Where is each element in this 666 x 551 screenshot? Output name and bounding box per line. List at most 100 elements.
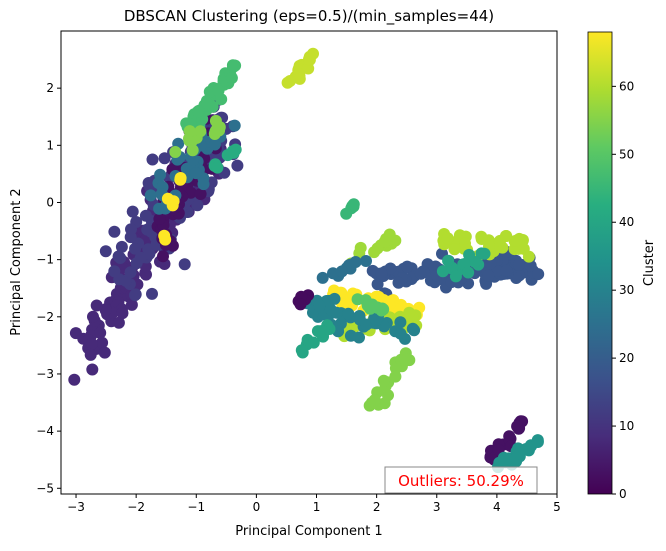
data-point xyxy=(161,192,174,205)
data-point xyxy=(406,322,419,335)
data-point xyxy=(153,213,166,225)
data-point xyxy=(86,363,99,376)
data-point xyxy=(296,346,309,359)
data-point xyxy=(197,178,210,191)
x-tick-label: 3 xyxy=(433,500,441,514)
data-point xyxy=(99,304,112,317)
data-point xyxy=(68,373,81,386)
colorbar-tick-label: 0 xyxy=(619,487,627,501)
data-point xyxy=(228,59,241,72)
data-point xyxy=(328,292,341,305)
data-point xyxy=(342,307,355,320)
data-point xyxy=(353,313,366,326)
data-point xyxy=(90,299,103,312)
data-point xyxy=(441,232,454,245)
data-point xyxy=(436,265,449,278)
data-point xyxy=(211,161,224,174)
colorbar: 0 10 20 30 40 50 60 Cluster xyxy=(587,31,657,501)
y-axis-ticks: −5 −4 −3 −2 −1 0 1 2 xyxy=(36,81,61,495)
data-point xyxy=(384,262,397,275)
data-point xyxy=(394,316,407,329)
y-tick-label: −1 xyxy=(36,253,54,267)
colorbar-tick-label: 30 xyxy=(619,283,634,297)
data-point xyxy=(363,399,376,412)
colorbar-tick-label: 10 xyxy=(619,419,634,433)
data-point xyxy=(84,348,97,361)
data-point xyxy=(108,225,121,238)
data-point xyxy=(87,310,99,323)
y-tick-label: 1 xyxy=(46,138,54,152)
data-point xyxy=(139,209,152,222)
data-point xyxy=(191,199,204,212)
x-tick-label: −2 xyxy=(127,500,145,514)
data-point xyxy=(157,250,169,263)
data-point xyxy=(522,250,535,263)
data-point xyxy=(463,248,476,261)
data-point xyxy=(318,325,331,338)
data-point xyxy=(94,326,107,339)
annotation-text: Outliers: 50.29% xyxy=(398,472,524,490)
data-points xyxy=(68,47,545,474)
data-point xyxy=(513,258,526,271)
data-point xyxy=(361,299,374,312)
data-point xyxy=(401,353,414,366)
data-point xyxy=(86,337,98,350)
data-point xyxy=(377,374,390,387)
x-tick-label: 5 xyxy=(553,500,561,514)
data-point xyxy=(347,198,360,211)
data-point xyxy=(394,327,407,340)
y-axis-label: Principal Component 2 xyxy=(9,188,24,335)
y-tick-label: −3 xyxy=(36,367,54,381)
data-point xyxy=(201,97,213,110)
data-point xyxy=(351,293,364,306)
data-point xyxy=(313,299,326,312)
colorbar-gradient xyxy=(587,31,613,495)
data-point xyxy=(125,298,138,311)
data-point xyxy=(126,205,139,218)
data-point xyxy=(497,453,510,466)
data-point xyxy=(462,266,475,279)
data-point xyxy=(158,152,171,165)
colorbar-tick-label: 20 xyxy=(619,351,634,365)
data-point xyxy=(294,298,307,311)
data-point xyxy=(144,189,157,202)
annotation-box xyxy=(384,466,538,494)
data-point xyxy=(194,125,207,138)
data-point xyxy=(189,167,202,180)
data-point xyxy=(389,370,402,383)
data-point xyxy=(284,75,296,87)
data-point xyxy=(448,243,461,256)
colorbar-tick-label: 40 xyxy=(619,215,634,229)
colorbar-tick-label: 60 xyxy=(619,79,634,93)
data-point xyxy=(129,242,142,255)
data-point xyxy=(303,53,315,66)
data-point xyxy=(115,240,128,253)
data-point xyxy=(221,149,234,162)
data-point xyxy=(129,288,142,301)
colorbar-ticks: 0 10 20 30 40 50 60 xyxy=(612,79,634,501)
data-point xyxy=(183,134,196,147)
x-axis-label: Principal Component 1 xyxy=(235,524,382,539)
data-point xyxy=(449,270,462,283)
outliers-annotation: Outliers: 50.29% xyxy=(384,466,538,494)
data-point xyxy=(98,346,111,359)
data-point xyxy=(212,84,225,97)
data-point xyxy=(174,173,187,186)
data-point xyxy=(494,234,506,247)
data-point xyxy=(368,246,381,259)
data-point xyxy=(403,306,416,319)
data-point xyxy=(134,251,147,264)
data-point xyxy=(112,250,125,263)
data-point xyxy=(482,269,495,282)
data-point xyxy=(478,247,491,260)
y-tick-label: −2 xyxy=(36,310,54,324)
x-tick-label: −1 xyxy=(187,500,205,514)
data-point xyxy=(514,447,526,460)
colorbar-label: Cluster xyxy=(642,239,657,286)
data-point xyxy=(293,72,306,85)
data-point xyxy=(99,245,112,258)
data-point xyxy=(378,235,391,248)
y-tick-label: −4 xyxy=(36,424,54,438)
data-point xyxy=(392,276,405,289)
